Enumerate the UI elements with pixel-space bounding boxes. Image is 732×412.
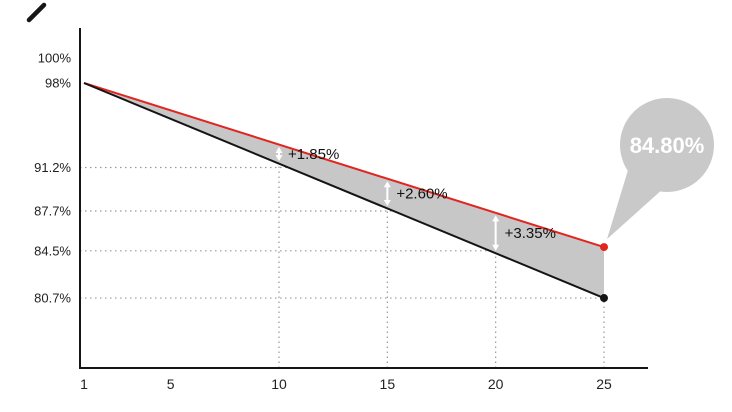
- y-tick-label: 87.7%: [34, 204, 71, 219]
- endpoint-dot-upper: [600, 243, 608, 252]
- x-tick-label: 5: [167, 376, 175, 392]
- x-tick-label: 25: [596, 376, 612, 392]
- y-tick-label: 98%: [45, 76, 71, 91]
- corner-mark: [26, 2, 47, 23]
- y-tick-label: 80.7%: [34, 291, 71, 306]
- callout-bubble: [620, 98, 714, 192]
- delta-arrow-head-down: [492, 244, 500, 251]
- x-tick-label: 20: [488, 376, 504, 392]
- y-tick-label: 84.5%: [34, 243, 71, 258]
- x-tick-label: 10: [271, 376, 287, 392]
- x-tick-label: 15: [380, 376, 396, 392]
- delta-label: +2.60%: [396, 186, 447, 203]
- delta-arrow-head-up: [275, 147, 283, 154]
- callout-label: 84.80%: [630, 133, 705, 158]
- delta-label: +1.85%: [288, 146, 339, 163]
- callout-tail: [607, 170, 661, 240]
- y-tick-label: 91.2%: [34, 160, 71, 175]
- delta-label: +3.35%: [505, 225, 556, 242]
- delta-arrow-head-down: [275, 155, 283, 162]
- x-tick-label: 1: [80, 376, 88, 392]
- y-tick-label: 100%: [38, 51, 72, 66]
- delta-arrow-head-up: [492, 215, 500, 222]
- endpoint-dot-lower: [600, 294, 608, 303]
- delta-arrow-head-up: [383, 181, 391, 188]
- upper-series-line: [83, 82, 605, 249]
- lower-series-line: [83, 82, 605, 299]
- delta-arrow-head-down: [383, 199, 391, 206]
